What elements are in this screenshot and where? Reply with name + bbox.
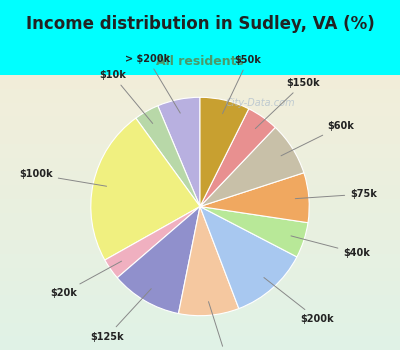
Bar	[0, 226, 400, 240]
Wedge shape	[91, 118, 200, 260]
Bar	[0, 130, 400, 144]
Bar	[0, 185, 400, 199]
Text: $30k: $30k	[208, 302, 239, 350]
Text: $150k: $150k	[255, 78, 320, 128]
Text: $40k: $40k	[291, 236, 370, 258]
Bar	[0, 323, 400, 336]
Bar	[0, 240, 400, 254]
Text: $60k: $60k	[281, 121, 354, 156]
Bar	[0, 267, 400, 281]
Wedge shape	[200, 173, 309, 223]
Bar	[0, 89, 400, 103]
Text: > $200k: > $200k	[125, 54, 180, 113]
Text: $125k: $125k	[90, 289, 151, 342]
Text: City-Data.com: City-Data.com	[225, 98, 295, 108]
Bar	[0, 254, 400, 267]
Bar	[0, 199, 400, 212]
Wedge shape	[158, 97, 200, 206]
Bar	[0, 309, 400, 323]
Wedge shape	[117, 206, 200, 314]
Bar	[0, 144, 400, 158]
Text: $50k: $50k	[222, 55, 262, 114]
Wedge shape	[200, 206, 297, 309]
Bar	[0, 75, 400, 89]
Wedge shape	[200, 206, 308, 257]
Wedge shape	[105, 206, 200, 278]
Text: $20k: $20k	[50, 261, 122, 298]
Text: $75k: $75k	[295, 189, 377, 199]
Bar	[0, 172, 400, 185]
Wedge shape	[136, 106, 200, 206]
Bar	[0, 336, 400, 350]
Bar	[0, 158, 400, 172]
Text: Income distribution in Sudley, VA (%): Income distribution in Sudley, VA (%)	[26, 15, 374, 33]
Wedge shape	[178, 206, 239, 316]
Bar	[0, 281, 400, 295]
Wedge shape	[200, 109, 275, 206]
Wedge shape	[200, 97, 249, 206]
Bar	[0, 103, 400, 117]
Text: $200k: $200k	[264, 278, 334, 324]
Bar	[0, 117, 400, 130]
Bar	[0, 212, 400, 226]
Text: All residents: All residents	[156, 55, 244, 68]
Wedge shape	[200, 127, 304, 206]
Text: $100k: $100k	[19, 169, 106, 186]
Bar	[0, 295, 400, 309]
Text: $10k: $10k	[99, 70, 153, 124]
